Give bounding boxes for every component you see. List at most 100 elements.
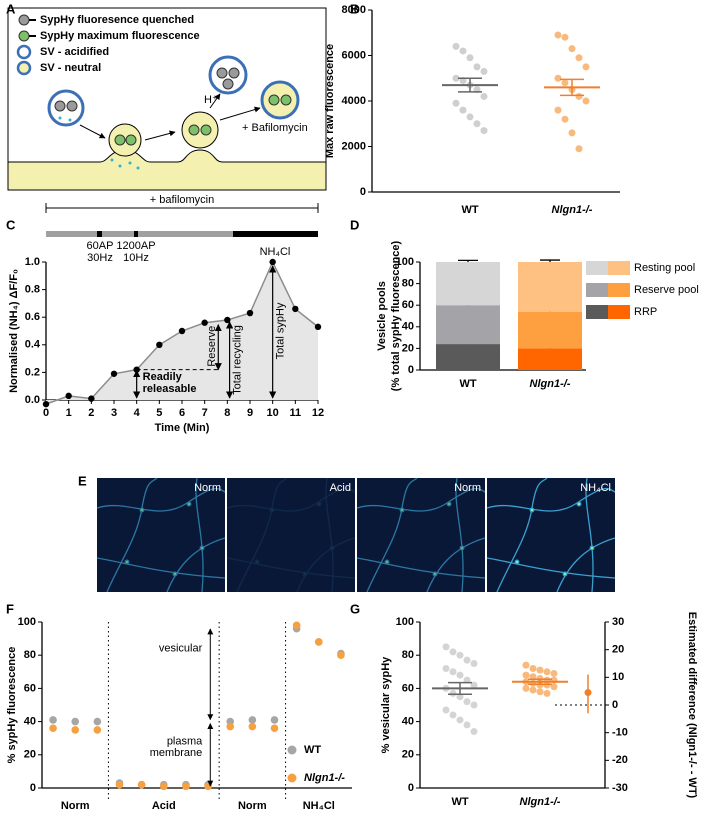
data-point [470,681,478,689]
y-tick-label: 0 [408,782,414,794]
legend-label: SV - neutral [40,62,101,74]
legend-swatch [608,283,630,297]
y-tick-label: 0.6 [25,311,40,323]
y-tick-label: 0.4 [25,339,41,351]
bar-segment [436,262,500,306]
data-point [459,106,467,114]
y-tick-label: 80 [24,649,36,661]
data-point [470,701,478,709]
x-tick-label: 11 [290,407,302,419]
image-background [227,478,355,592]
data-point [178,327,186,335]
x-tick-label: 5 [156,407,162,419]
annotation: Total recycling [232,325,244,395]
data-point [452,99,460,107]
legend-marker [287,773,297,783]
annotation: Readily [143,371,183,383]
data-point [550,683,558,691]
annotation: plasma [167,735,203,747]
data-point [522,671,530,679]
data-point [452,74,460,82]
data-point [442,643,450,651]
vesicle [47,89,85,127]
data-point [554,31,562,39]
data-point [554,106,562,114]
panel-label: C [6,217,16,232]
annotation: Reserve [206,326,218,367]
legend-swatch [586,283,608,297]
data-point [470,660,478,667]
legend-symbols [16,14,36,76]
y-tick-label: 40 [402,716,414,728]
x-tick-label: 1 [66,407,72,419]
data-point [270,716,279,724]
diagram-label: + Bafilomycin [242,122,308,134]
stimulus-label: 1200AP [116,240,155,252]
data-point [536,674,544,682]
legend-label: SypHy maximum fluorescence [40,30,200,42]
micrograph: Norm [357,478,485,592]
data-point [49,724,57,733]
legend-label: Reserve pool [634,284,699,296]
x-tick-label: WT [459,378,476,390]
legend-swatch [608,261,630,275]
panel-label: E [78,473,87,488]
y-tick-label: 100 [396,256,414,268]
data-point [182,782,190,791]
x-tick-label: WT [451,796,468,808]
data-point [473,120,481,128]
data-point [449,668,457,676]
annotation: membrane [150,747,203,759]
data-point [575,92,583,100]
data-point [575,145,583,153]
x-tick-label: 10 [267,407,279,419]
y-tick-label: 100 [396,616,414,628]
difference-point [584,689,592,697]
vesicle [260,80,300,120]
data-point [337,651,345,659]
data-point [568,45,576,53]
data-point [449,689,457,697]
data-point [156,341,163,348]
axis-title: Max raw fluorescence [324,44,336,158]
data-point [480,92,488,100]
data-point [459,47,467,55]
y-tick-label: 0 [360,186,366,198]
data-point [561,33,569,41]
stimulus-bar [97,231,102,237]
x-tick-label: Nlgn1-/- [520,796,561,808]
data-point [49,716,57,724]
data-point [110,370,118,377]
x-tick-label: 8 [224,407,230,419]
annotation: releasable [143,383,197,395]
y-tick-label: 80 [402,278,414,290]
y-tick-label: 0.0 [25,394,40,406]
data-point [292,305,299,313]
axis-title: % sypHy fluorescence [6,647,18,764]
x-tick-label: 9 [247,407,253,419]
data-point [248,722,257,731]
data-point [269,258,276,266]
panel-label: B [350,1,359,16]
data-point [543,681,551,689]
legend-label: Resting pool [634,262,695,274]
image-label: Acid [330,482,351,494]
y-tick-label: 100 [18,616,36,628]
data-point [582,63,590,71]
y-tick-label: 60 [402,299,414,311]
data-point [201,319,208,326]
data-point [536,681,544,689]
data-point [522,684,530,692]
y-tick-label: 20 [24,749,36,761]
data-point [93,726,102,734]
annotation: vesicular [159,642,203,654]
data-point [292,621,301,630]
y-tick-label: 0 [408,364,414,376]
y-tick-label: -20 [612,754,628,766]
data-point [314,323,322,331]
image-label: Norm [194,482,221,494]
data-point [466,54,474,62]
y-tick-label: -10 [612,727,628,739]
data-point [159,782,168,791]
y-tick-label: 8000 [342,4,366,16]
